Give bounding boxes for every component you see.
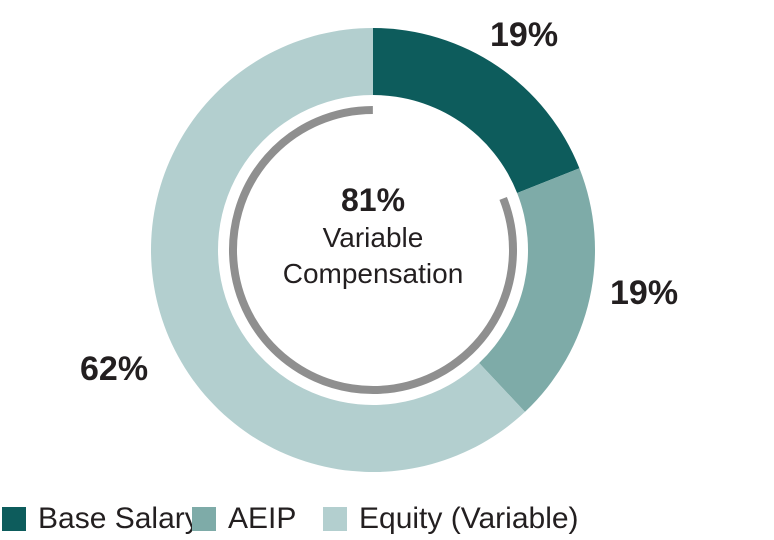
slice-equity: [151, 28, 525, 473]
legend: Base Salary AEIP Equity (Variable): [0, 500, 774, 540]
legend-label: Equity (Variable): [359, 502, 579, 535]
legend-label: AEIP: [228, 502, 297, 535]
aeip-percent-label: 19%: [610, 274, 679, 312]
legend-item-base-salary: Base Salary: [2, 502, 200, 536]
legend-swatch-icon: [323, 507, 347, 531]
slice-base-salary: [373, 28, 580, 193]
legend-label: Base Salary: [38, 502, 200, 535]
center-label: 81% Variable Compensation: [223, 180, 523, 292]
legend-swatch-icon: [2, 507, 26, 531]
center-line1: Variable: [322, 222, 424, 253]
variable-compensation-arc: [229, 106, 517, 394]
center-value: 81%: [340, 182, 406, 218]
donut-chart: [151, 28, 595, 473]
equity-percent-label: 62%: [80, 350, 149, 388]
center-line2: Compensation: [282, 258, 464, 289]
base-salary-percent-label: 19%: [490, 16, 559, 54]
legend-swatch-icon: [192, 507, 216, 531]
legend-item-equity: Equity (Variable): [323, 502, 579, 536]
slice-aeip: [479, 168, 595, 412]
legend-item-aeip: AEIP: [192, 502, 296, 536]
